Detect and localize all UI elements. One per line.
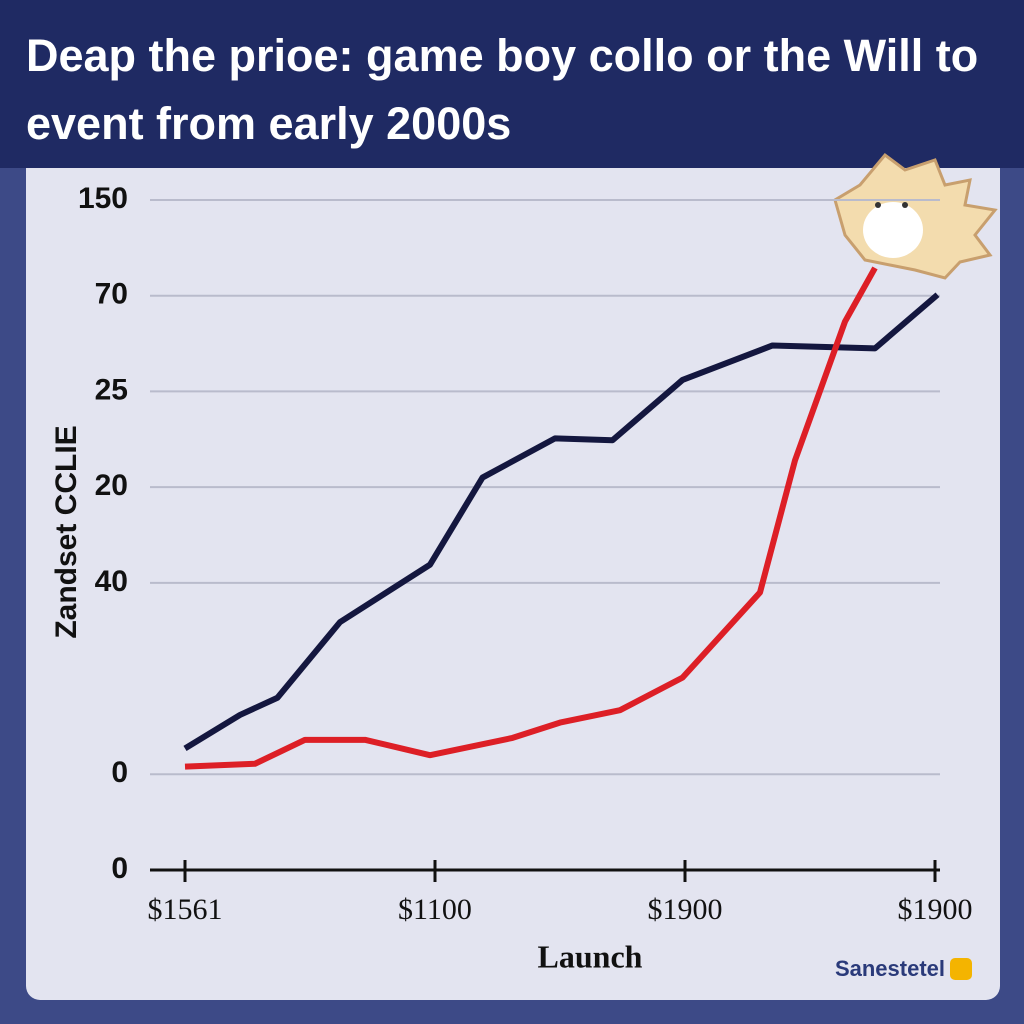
x-axis-label: Launch: [538, 938, 643, 974]
y-axis-label: Zandset CCLIE: [50, 425, 83, 638]
line-series: [183, 292, 940, 752]
x-tick-label: $1900: [898, 893, 973, 926]
chart-title: Deap the prioe: game boy collo or the Wi…: [26, 30, 979, 149]
y-tick-label: 150: [78, 182, 128, 215]
y-tick-label: 0: [111, 852, 128, 885]
y-tick-label: 20: [95, 469, 128, 502]
x-tick-label: $1561: [148, 893, 223, 926]
y-tick-label: 40: [95, 565, 128, 598]
x-tick-label: $1100: [398, 893, 472, 926]
y-tick-label: 25: [95, 373, 128, 406]
header: [0, 0, 1024, 168]
watermark: Sanestetel: [835, 956, 945, 981]
y-tick-label: 0: [111, 756, 128, 789]
y-tick-label: 70: [95, 278, 128, 311]
x-tick-label: $1900: [648, 893, 723, 926]
watermark-logo: [950, 958, 972, 980]
line-series: [184, 266, 878, 770]
mascot: [833, 152, 998, 280]
chart-panel: [26, 150, 1000, 1000]
